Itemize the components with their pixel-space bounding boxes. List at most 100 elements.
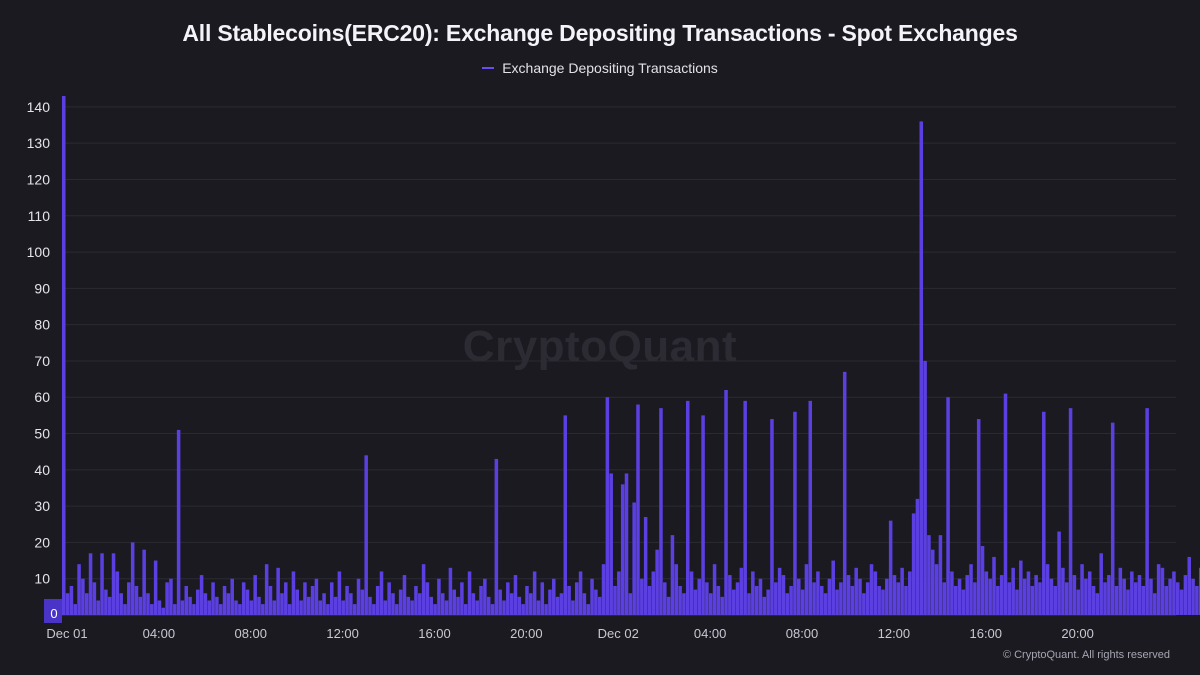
bar[interactable] xyxy=(69,585,74,615)
bar[interactable] xyxy=(605,397,610,615)
bar[interactable] xyxy=(724,389,728,615)
bar[interactable] xyxy=(739,567,744,615)
bar[interactable] xyxy=(111,553,116,615)
bar[interactable] xyxy=(391,593,395,615)
bar[interactable] xyxy=(804,564,809,615)
bar[interactable] xyxy=(1153,593,1157,615)
bar[interactable] xyxy=(927,535,931,615)
bar[interactable] xyxy=(617,571,621,615)
bar[interactable] xyxy=(1064,582,1069,615)
bar[interactable] xyxy=(574,582,579,615)
bar[interactable] xyxy=(900,567,904,615)
bar[interactable] xyxy=(957,578,962,615)
bar[interactable] xyxy=(341,600,345,615)
bar[interactable] xyxy=(291,571,296,615)
bar[interactable] xyxy=(456,596,460,615)
bar[interactable] xyxy=(1091,585,1096,615)
bar[interactable] xyxy=(1195,585,1199,615)
bar[interactable] xyxy=(150,604,154,615)
bar[interactable] xyxy=(716,585,721,615)
bar[interactable] xyxy=(980,546,985,615)
bar[interactable] xyxy=(230,578,234,615)
bar[interactable] xyxy=(567,585,571,615)
bar[interactable] xyxy=(73,604,78,615)
bar[interactable] xyxy=(1034,575,1038,615)
bar[interactable] xyxy=(751,571,755,615)
bar[interactable] xyxy=(823,593,828,615)
bar[interactable] xyxy=(555,596,560,615)
bar[interactable] xyxy=(831,560,835,615)
bar[interactable] xyxy=(992,556,996,615)
bar[interactable] xyxy=(490,604,495,615)
bar[interactable] xyxy=(1068,408,1073,615)
bar[interactable] xyxy=(1156,564,1161,615)
bar[interactable] xyxy=(789,585,793,615)
bar[interactable] xyxy=(777,567,782,615)
bar[interactable] xyxy=(827,578,832,615)
bar[interactable] xyxy=(774,582,778,615)
bar[interactable] xyxy=(582,593,587,615)
bar[interactable] xyxy=(115,571,120,615)
bar[interactable] xyxy=(597,596,602,615)
bar[interactable] xyxy=(1076,589,1080,615)
bar[interactable] xyxy=(563,415,568,615)
bar[interactable] xyxy=(119,593,123,615)
bar[interactable] xyxy=(337,571,342,615)
bar[interactable] xyxy=(502,600,506,615)
bar[interactable] xyxy=(640,578,644,615)
bar[interactable] xyxy=(858,578,862,615)
bar[interactable] xyxy=(797,578,801,615)
bar[interactable] xyxy=(708,593,713,615)
bar[interactable] xyxy=(946,397,950,615)
bar[interactable] xyxy=(368,596,372,615)
bar[interactable] xyxy=(1122,578,1126,615)
bar[interactable] xyxy=(280,593,284,615)
bar[interactable] xyxy=(486,596,491,615)
bar[interactable] xyxy=(842,371,847,615)
bar[interactable] xyxy=(1198,567,1200,615)
bar[interactable] xyxy=(1007,582,1012,615)
bar[interactable] xyxy=(896,582,901,615)
bar[interactable] xyxy=(1053,585,1058,615)
bar[interactable] xyxy=(839,582,843,615)
bar[interactable] xyxy=(398,589,403,615)
bar[interactable] xyxy=(264,564,269,615)
bar[interactable] xyxy=(96,600,100,615)
bar[interactable] xyxy=(203,593,208,615)
bar[interactable] xyxy=(494,458,499,615)
bar[interactable] xyxy=(84,593,89,615)
bar[interactable] xyxy=(222,585,227,615)
bar[interactable] xyxy=(770,419,774,615)
bar[interactable] xyxy=(257,596,261,615)
bar[interactable] xyxy=(1057,531,1061,615)
bar[interactable] xyxy=(165,582,169,615)
bar[interactable] xyxy=(295,589,300,615)
bar[interactable] xyxy=(651,571,656,615)
bar[interactable] xyxy=(1164,585,1169,615)
bar[interactable] xyxy=(88,553,93,615)
bar[interactable] xyxy=(544,604,548,615)
bar[interactable] xyxy=(1061,567,1065,615)
bar[interactable] xyxy=(287,604,292,615)
bar[interactable] xyxy=(272,600,277,615)
bar[interactable] xyxy=(1141,585,1146,615)
bar[interactable] xyxy=(521,604,525,615)
bar[interactable] xyxy=(142,549,146,615)
bar[interactable] xyxy=(559,593,564,615)
bar[interactable] xyxy=(636,404,640,615)
bar[interactable] xyxy=(322,593,326,615)
bar[interactable] xyxy=(310,585,315,615)
bar[interactable] xyxy=(1087,571,1092,615)
bar[interactable] xyxy=(674,564,679,615)
bar[interactable] xyxy=(303,582,307,615)
bar[interactable] xyxy=(540,582,545,615)
bar[interactable] xyxy=(525,585,529,615)
bar[interactable] xyxy=(923,360,927,615)
bar[interactable] xyxy=(1191,578,1195,615)
bar[interactable] xyxy=(517,596,522,615)
bar[interactable] xyxy=(888,520,893,615)
bar[interactable] xyxy=(498,589,502,615)
bar[interactable] xyxy=(433,604,437,615)
bar[interactable] xyxy=(1130,571,1134,615)
bar[interactable] xyxy=(999,575,1004,615)
